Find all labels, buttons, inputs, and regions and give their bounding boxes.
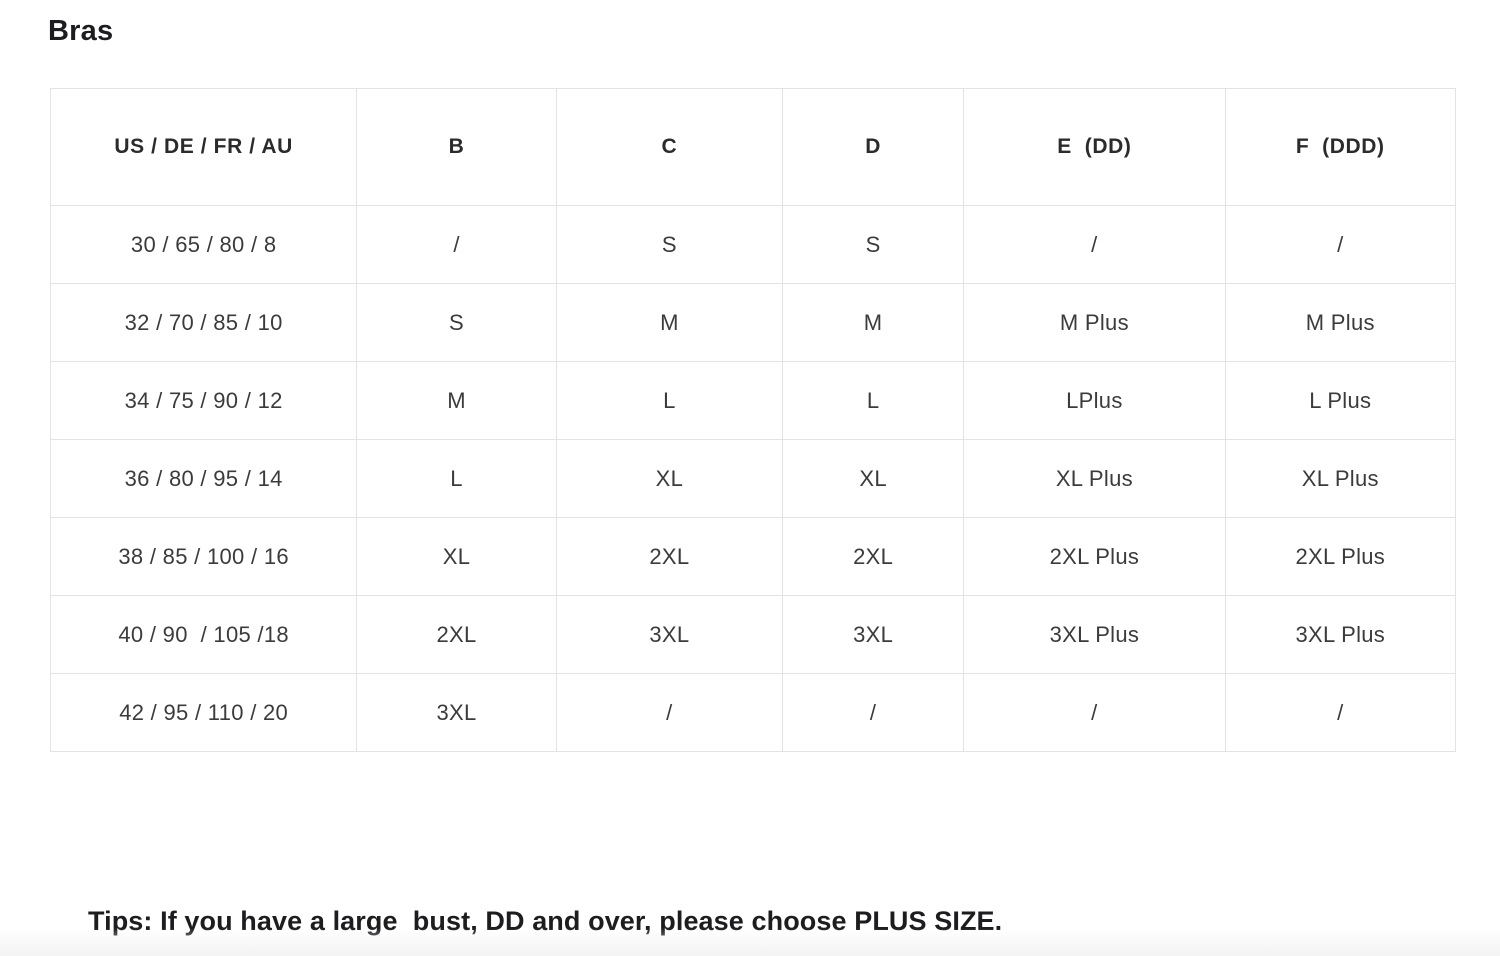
table-cell: M — [356, 361, 557, 440]
table-cell: / — [1224, 673, 1457, 752]
column-header-cup-f-ddd: F (DDD) — [1224, 88, 1457, 206]
table-cell: / — [963, 673, 1226, 752]
table-cell: S — [555, 205, 783, 284]
band-size-cell: 38 / 85 / 100 / 16 — [49, 517, 358, 596]
table-cell: / — [555, 673, 783, 752]
table-cell: XL — [555, 439, 783, 518]
table-row: 34 / 75 / 90 / 12 M L L LPlus L Plus — [49, 361, 1457, 440]
table-row: 40 / 90 / 105 /18 2XL 3XL 3XL 3XL Plus 3… — [49, 595, 1457, 674]
column-header-band-sizes: US / DE / FR / AU — [49, 88, 358, 206]
table-cell: XL — [781, 439, 965, 518]
column-header-cup-c: C — [555, 88, 783, 206]
table-cell: M — [555, 283, 783, 362]
table-cell: M Plus — [963, 283, 1226, 362]
header-row: US / DE / FR / AU B C D E (DD) F (DDD) — [49, 88, 1457, 206]
table-cell: 3XL Plus — [963, 595, 1226, 674]
table-cell: XL — [356, 517, 557, 596]
table-row: 38 / 85 / 100 / 16 XL 2XL 2XL 2XL Plus 2… — [49, 517, 1457, 596]
table-cell: M Plus — [1224, 283, 1457, 362]
table-cell: L — [356, 439, 557, 518]
table-cell: 2XL — [555, 517, 783, 596]
column-header-cup-e-dd: E (DD) — [963, 88, 1226, 206]
tips-text: Tips: If you have a large bust, DD and o… — [88, 906, 1003, 936]
band-size-cell: 40 / 90 / 105 /18 — [49, 595, 358, 674]
table-cell: L — [555, 361, 783, 440]
table-cell: 2XL Plus — [1224, 517, 1457, 596]
table-cell: / — [1224, 205, 1457, 284]
table-cell: S — [781, 205, 965, 284]
band-size-cell: 34 / 75 / 90 / 12 — [49, 361, 358, 440]
table-cell: L — [781, 361, 965, 440]
table-row: 42 / 95 / 110 / 20 3XL / / / / — [49, 673, 1457, 752]
table-cell: / — [963, 205, 1226, 284]
table-cell: L Plus — [1224, 361, 1457, 440]
table-cell: 3XL — [356, 673, 557, 752]
table-cell: / — [356, 205, 557, 284]
table-cell: LPlus — [963, 361, 1226, 440]
band-size-cell: 32 / 70 / 85 / 10 — [49, 283, 358, 362]
table-cell: 2XL — [356, 595, 557, 674]
column-header-cup-d: D — [781, 88, 965, 206]
table-body: 30 / 65 / 80 / 8 / S S / / 32 / 70 / 85 … — [49, 205, 1457, 752]
table-cell: 3XL — [781, 595, 965, 674]
table-cell: / — [781, 673, 965, 752]
band-size-cell: 42 / 95 / 110 / 20 — [49, 673, 358, 752]
band-size-cell: 30 / 65 / 80 / 8 — [49, 205, 358, 284]
table-row: 32 / 70 / 85 / 10 S M M M Plus M Plus — [49, 283, 1457, 362]
table-header: US / DE / FR / AU B C D E (DD) F (DDD) — [49, 88, 1457, 206]
band-size-cell: 36 / 80 / 95 / 14 — [49, 439, 358, 518]
column-header-cup-b: B — [356, 88, 557, 206]
table-cell: 3XL Plus — [1224, 595, 1457, 674]
table-row: 36 / 80 / 95 / 14 L XL XL XL Plus XL Plu… — [49, 439, 1457, 518]
table-cell: 2XL Plus — [963, 517, 1226, 596]
table-cell: XL Plus — [963, 439, 1226, 518]
bra-size-chart-table: US / DE / FR / AU B C D E (DD) F (DDD) 3… — [49, 88, 1457, 752]
page-title: Bras — [48, 15, 114, 47]
table-cell: 2XL — [781, 517, 965, 596]
table-cell: XL Plus — [1224, 439, 1457, 518]
table-row: 30 / 65 / 80 / 8 / S S / / — [49, 205, 1457, 284]
table-cell: M — [781, 283, 965, 362]
table-cell: 3XL — [555, 595, 783, 674]
table-cell: S — [356, 283, 557, 362]
